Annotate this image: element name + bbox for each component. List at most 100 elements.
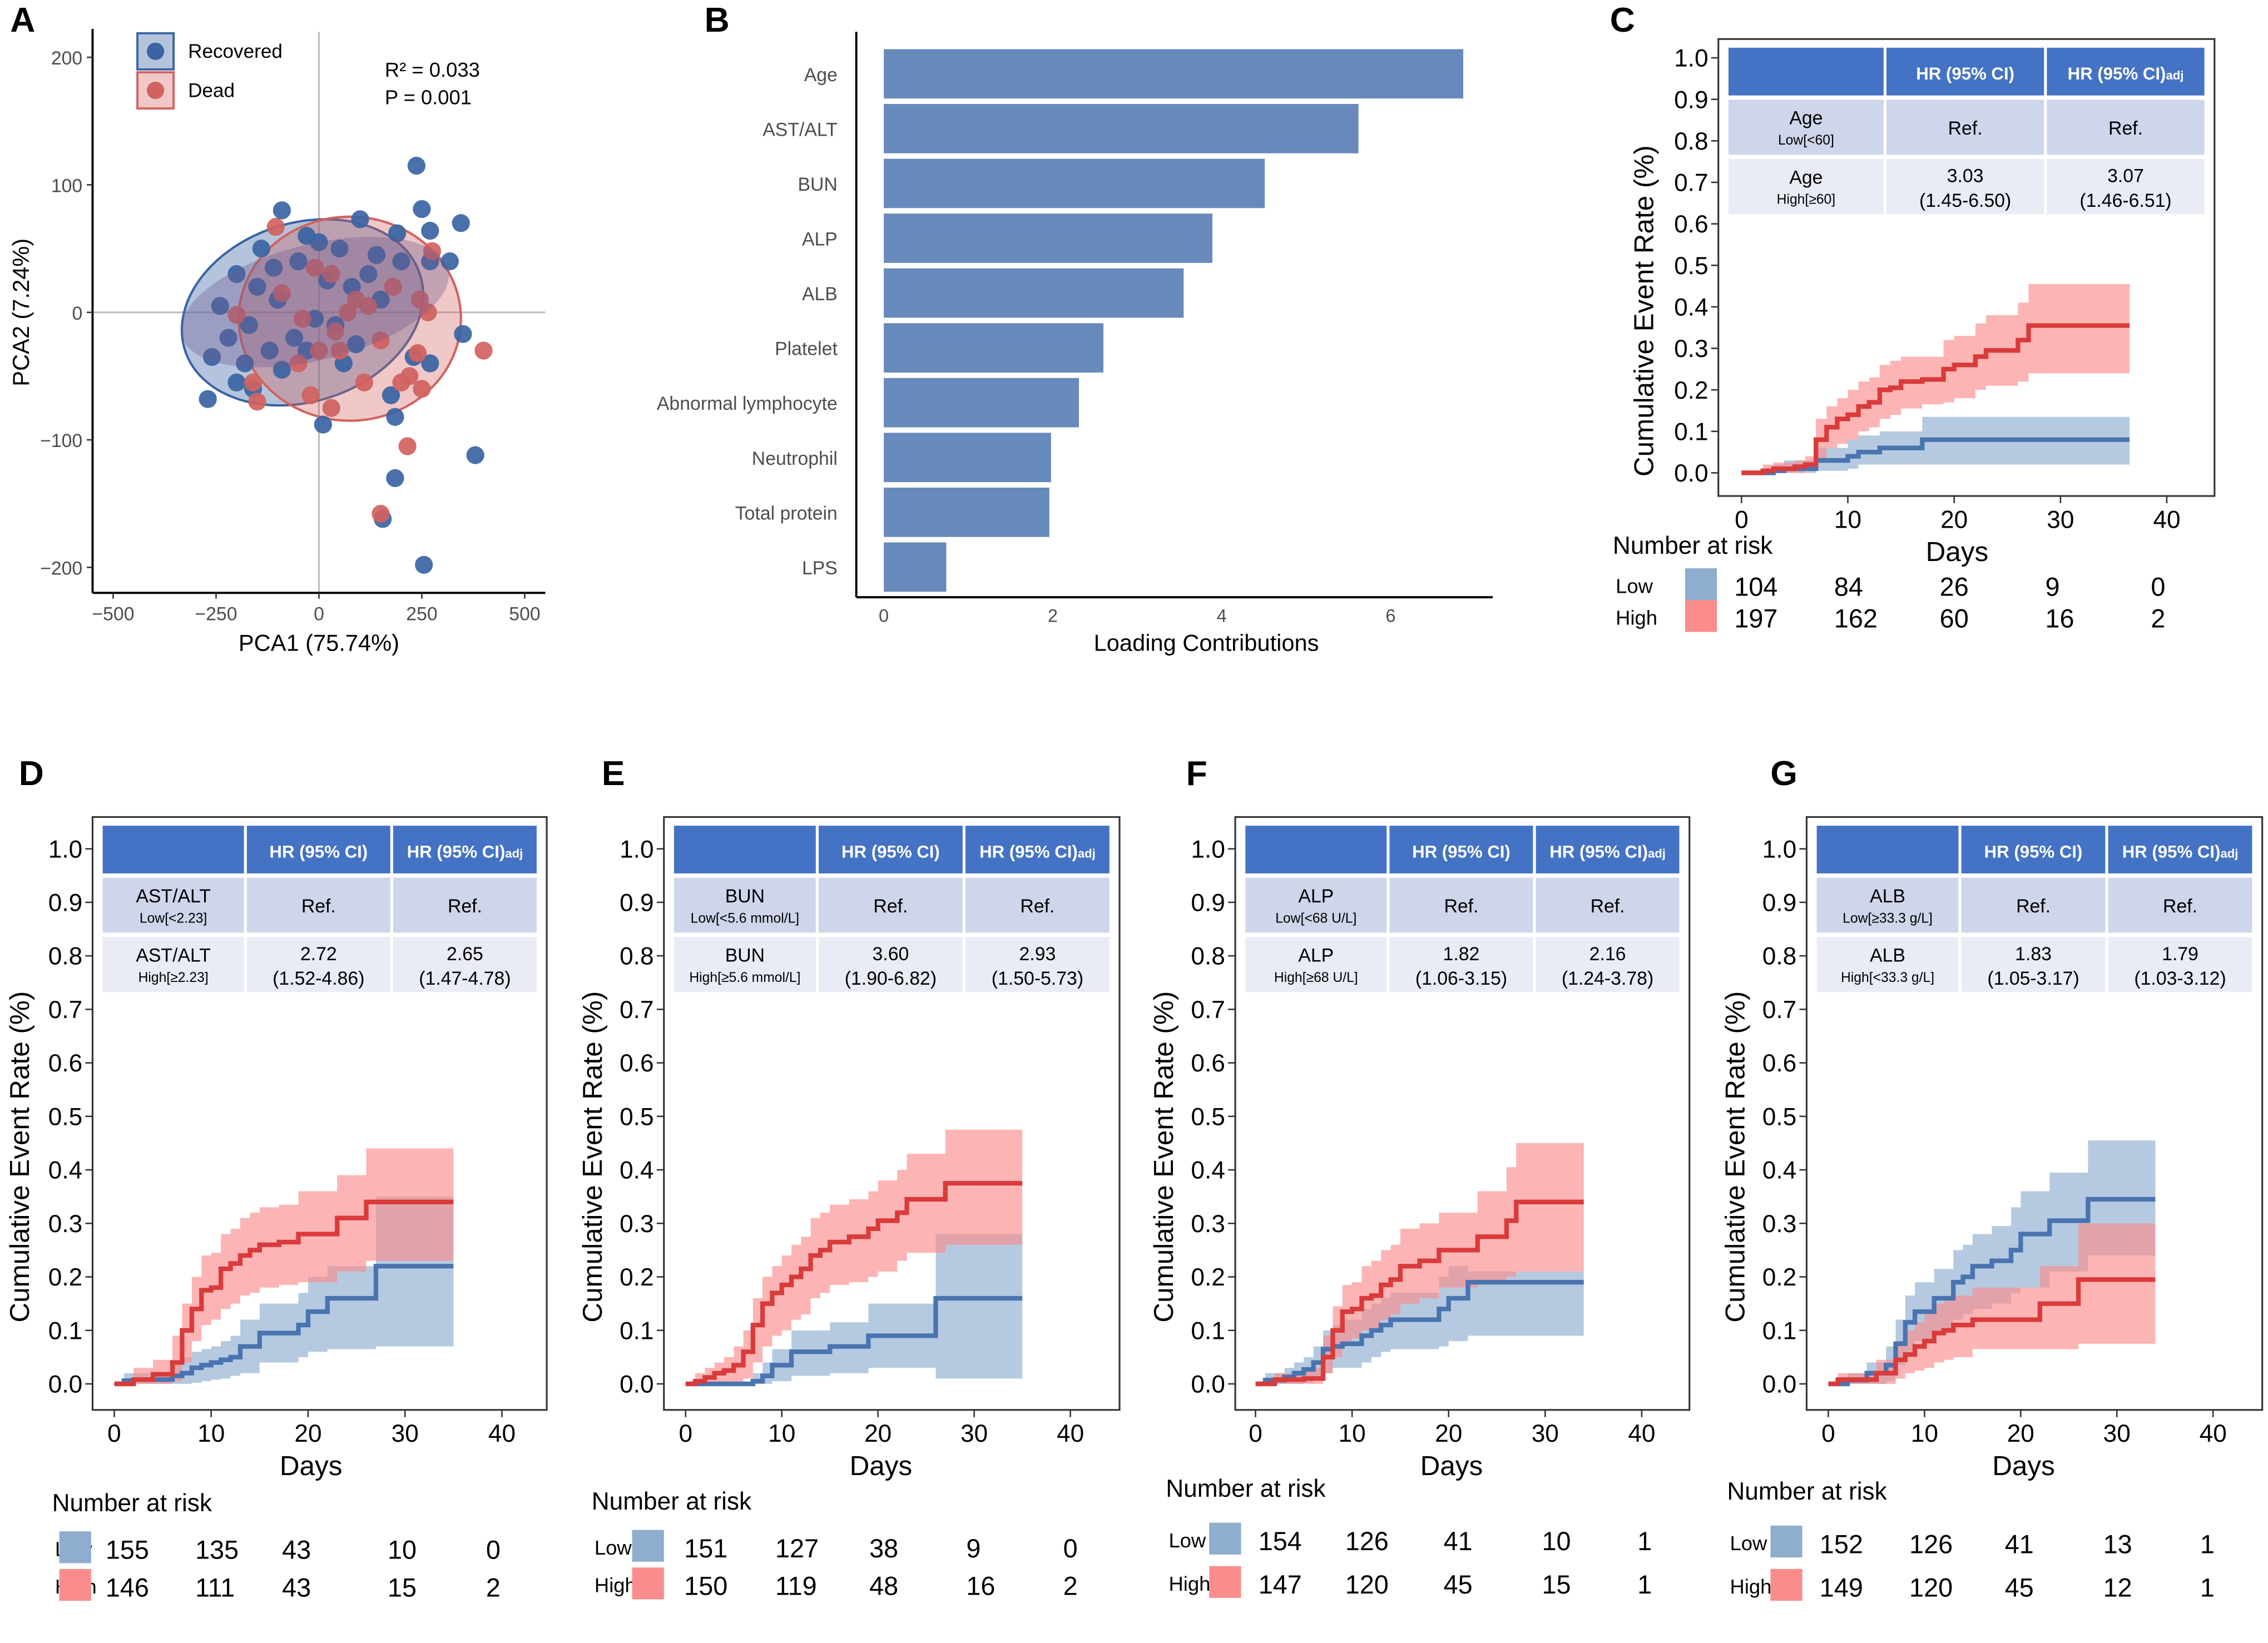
legend: Recovered Dead	[136, 32, 283, 110]
y-tick-label: 100	[51, 175, 82, 196]
y-axis-label: Cumulative Event Rate (%)	[1720, 991, 1751, 1323]
table-row-low-cell	[393, 877, 537, 933]
risk-count: 45	[1444, 1570, 1473, 1599]
x-tick-label: 40	[1628, 1420, 1655, 1447]
x-axis-label: Days	[1926, 537, 1989, 567]
x-tick-label: 10	[1339, 1420, 1366, 1447]
data-point	[314, 415, 333, 434]
category-label: Age	[804, 64, 838, 86]
data-point	[474, 341, 493, 360]
y-tick-label: 0.8	[1762, 943, 1796, 970]
panel-a-pca-scatter: −500 −250 0 250 500 −200 −100 0 100 200 PCA1 (75.7…	[8, 29, 546, 656]
data-point	[227, 373, 246, 392]
risk-count: 154	[1259, 1527, 1302, 1556]
y-tick-label: 0.4	[620, 1157, 653, 1184]
row-group-threshold: High[≥2.23]	[138, 970, 209, 985]
header-hr-adjusted-main: HR (95% CI)	[2122, 842, 2221, 861]
y-tick-label: 0.3	[620, 1210, 653, 1238]
y-axis-label: Cumulative Event Rate (%)	[4, 991, 35, 1323]
table-row-high-cell	[1886, 159, 2044, 214]
x-tick-label: 30	[1532, 1420, 1559, 1447]
bar	[884, 378, 1079, 428]
panel-letter-d: D	[19, 755, 44, 793]
hr-adjusted-value: 2.16	[1589, 944, 1626, 965]
risk-group-swatch-low	[1209, 1522, 1241, 1555]
y-tick-label: 1.0	[48, 836, 82, 863]
x-tick-label: −250	[195, 604, 237, 625]
table-header-cell	[102, 826, 244, 873]
data-point	[219, 329, 237, 347]
risk-count: 2	[2151, 604, 2165, 633]
risk-count: 43	[282, 1573, 311, 1602]
hr-adjusted-ci: (1.03-3.12)	[2134, 968, 2226, 989]
panel-letter-f: F	[1186, 755, 1207, 793]
hr-adjusted-ci: (1.47-4.78)	[419, 968, 511, 989]
row-group-threshold: Low[<5.6 mmol/L]	[691, 911, 800, 926]
hr-value: Ref.	[1444, 896, 1478, 917]
panel-d-km-curve: HR (95% CI) HR (95% CI)adjAST/ALTLow[<2.2…	[4, 816, 548, 1602]
x-axis-label: Loading Contributions	[1094, 629, 1319, 656]
hr-ci: (1.05-3.17)	[1987, 968, 2079, 989]
y-tick-label: 0.0	[48, 1371, 82, 1398]
km-line-low	[685, 1295, 1023, 1387]
y-tick-label: 0.2	[48, 1264, 82, 1291]
row-variable-name: AST/ALT	[136, 945, 211, 966]
data-point	[398, 437, 417, 455]
y-tick-label: 1.0	[1674, 45, 1708, 72]
risk-group-swatch-high	[1209, 1566, 1241, 1598]
data-point	[289, 354, 308, 373]
table-header-cell	[819, 826, 963, 873]
number-at-risk-table: Number at risk Low 151 127 38 9 0 High 150 119 48 1…	[592, 1488, 1078, 1600]
table-row-high-cell	[102, 937, 244, 992]
risk-count: 41	[1444, 1527, 1473, 1556]
data-point	[202, 348, 221, 366]
table-row-low-cell	[674, 877, 816, 933]
km-line-low	[114, 1264, 454, 1387]
y-tick-label: 0.9	[1191, 890, 1225, 917]
hr-adjusted-value: Ref.	[1020, 896, 1054, 917]
row-group-threshold: High[≥60]	[1777, 192, 1836, 207]
data-point	[305, 310, 324, 328]
legend-label-recovered: Recovered	[188, 41, 283, 62]
data-point	[386, 408, 404, 426]
series-recovered	[199, 156, 484, 574]
series-dead	[227, 217, 493, 523]
data-point	[322, 399, 340, 417]
x-tick-label: −500	[92, 604, 134, 625]
risk-count: 197	[1734, 604, 1777, 633]
risk-count: 119	[775, 1572, 817, 1601]
data-point	[301, 386, 320, 404]
risk-count: 45	[2005, 1573, 2034, 1602]
risk-group-label: High	[595, 1573, 636, 1596]
bar	[884, 49, 1464, 99]
y-tick-label: 0.4	[1191, 1157, 1225, 1184]
x-tick-label: 10	[1834, 506, 1861, 533]
hr-adjusted-value: 1.79	[2162, 944, 2198, 965]
bar	[884, 542, 947, 592]
x-tick-label: 40	[2200, 1420, 2227, 1447]
y-tick-label: 0.8	[48, 943, 82, 970]
table-row-high-cell	[674, 937, 816, 992]
bar	[884, 103, 1359, 153]
y-tick-label: 0.0	[620, 1371, 653, 1398]
table-row-high-cell	[2047, 159, 2205, 214]
y-axis-label: PCA2 (7.24%)	[8, 239, 34, 386]
km-line-high	[685, 1180, 1023, 1387]
header-hr-adjusted-main: HR (95% CI)	[2068, 64, 2166, 83]
panel-letter-e: E	[602, 755, 625, 793]
y-tick-label: 0.1	[1674, 418, 1708, 445]
data-point	[260, 341, 279, 360]
data-point	[466, 446, 484, 464]
confidence-band-high	[114, 1148, 454, 1384]
data-point	[388, 224, 407, 242]
y-tick-label: 0.1	[1762, 1317, 1796, 1344]
data-point	[266, 217, 285, 236]
risk-count: 104	[1734, 573, 1777, 602]
number-at-risk-table: Number at risk Low 152 126 41 13 1 High 149 120 45…	[1727, 1478, 2214, 1602]
header-hr-adjusted-sub: adj	[1648, 846, 1666, 860]
x-tick-label: 40	[1057, 1420, 1084, 1447]
x-tick-label: 20	[1940, 506, 1968, 533]
